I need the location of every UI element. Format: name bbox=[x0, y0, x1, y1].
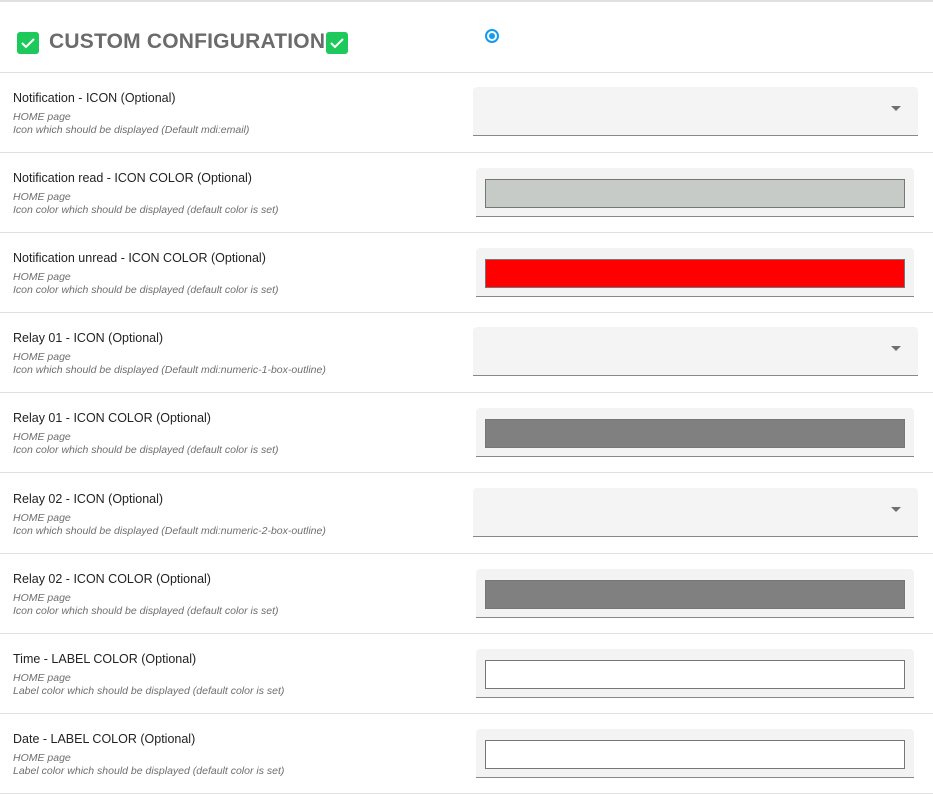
color-swatch[interactable] bbox=[485, 739, 905, 769]
color-field[interactable] bbox=[476, 248, 914, 298]
row-page: HOME page bbox=[13, 191, 71, 204]
icon-select[interactable] bbox=[473, 327, 918, 377]
row-page: HOME page bbox=[13, 351, 71, 364]
config-row: Relay 01 - ICON COLOR (Optional) HOME pag… bbox=[0, 393, 933, 474]
row-description: Icon color which should be displayed (de… bbox=[13, 444, 279, 457]
check-box-icon bbox=[326, 32, 348, 54]
dropdown-arrow-icon bbox=[891, 506, 901, 512]
row-description: Icon color which should be displayed (de… bbox=[13, 604, 279, 617]
row-description: Icon which should be displayed (Default … bbox=[13, 524, 326, 537]
row-label: Date - LABEL COLOR (Optional) bbox=[13, 731, 196, 746]
color-swatch[interactable] bbox=[485, 579, 905, 609]
config-row: Notification read - ICON COLOR (Optional… bbox=[0, 153, 933, 234]
row-label: Relay 01 - ICON (Optional) bbox=[13, 331, 164, 346]
row-page: HOME page bbox=[13, 511, 71, 524]
row-description: Icon which should be displayed (Default … bbox=[13, 364, 326, 377]
color-swatch[interactable] bbox=[485, 659, 905, 689]
row-description: Icon which should be displayed (Default … bbox=[13, 124, 250, 136]
section-header: CUSTOM CONFIGURATION bbox=[0, 0, 933, 73]
section-title: CUSTOM CONFIGURATION bbox=[49, 30, 326, 53]
row-label: Notification unread - ICON COLOR (Option… bbox=[13, 251, 266, 266]
config-row: Relay 01 - ICON (Optional) HOME page Icon … bbox=[0, 313, 933, 394]
color-field[interactable] bbox=[476, 728, 914, 778]
row-label: Notification read - ICON COLOR (Optional… bbox=[13, 171, 252, 186]
row-page: HOME page bbox=[13, 271, 71, 284]
color-swatch[interactable] bbox=[485, 419, 905, 449]
check-box-icon bbox=[17, 32, 39, 54]
row-description: Label color which should be displayed (d… bbox=[13, 684, 285, 697]
color-swatch[interactable] bbox=[485, 179, 905, 209]
row-label: Notification - ICON (Optional) bbox=[13, 91, 176, 105]
row-page: HOME page bbox=[13, 751, 71, 764]
color-field[interactable] bbox=[476, 568, 914, 618]
row-description: Icon color which should be displayed (de… bbox=[13, 204, 279, 217]
dropdown-arrow-icon bbox=[891, 346, 901, 352]
row-label: Time - LABEL COLOR (Optional) bbox=[13, 651, 197, 666]
dropdown-arrow-icon bbox=[891, 106, 901, 111]
color-field[interactable] bbox=[476, 408, 914, 458]
config-row: Relay 02 - ICON (Optional) HOME page Icon … bbox=[0, 474, 933, 554]
row-page: HOME page bbox=[13, 111, 71, 123]
enable-radio[interactable] bbox=[485, 29, 499, 43]
icon-select[interactable] bbox=[473, 87, 918, 136]
config-row: Time - LABEL COLOR (Optional) HOME page La… bbox=[0, 634, 933, 714]
row-page: HOME page bbox=[13, 671, 71, 684]
config-row: Notification unread - ICON COLOR (Option… bbox=[0, 233, 933, 314]
color-field[interactable] bbox=[476, 648, 914, 698]
row-page: HOME page bbox=[13, 431, 71, 444]
color-swatch[interactable] bbox=[485, 259, 905, 289]
color-field[interactable] bbox=[476, 168, 914, 218]
row-label: Relay 02 - ICON (Optional) bbox=[13, 491, 164, 506]
row-description: Icon color which should be displayed (de… bbox=[13, 284, 279, 297]
config-row: Relay 02 - ICON COLOR (Optional) HOME pag… bbox=[0, 554, 933, 634]
row-label: Relay 01 - ICON COLOR (Optional) bbox=[13, 411, 211, 426]
config-row: Date - LABEL COLOR (Optional) HOME page La… bbox=[0, 714, 933, 794]
config-row: Notification - ICON (Optional) HOME page I… bbox=[0, 73, 933, 153]
row-label: Relay 02 - ICON COLOR (Optional) bbox=[13, 571, 211, 586]
row-description: Label color which should be displayed (d… bbox=[13, 764, 285, 777]
icon-select[interactable] bbox=[473, 487, 918, 537]
row-page: HOME page bbox=[13, 591, 71, 604]
